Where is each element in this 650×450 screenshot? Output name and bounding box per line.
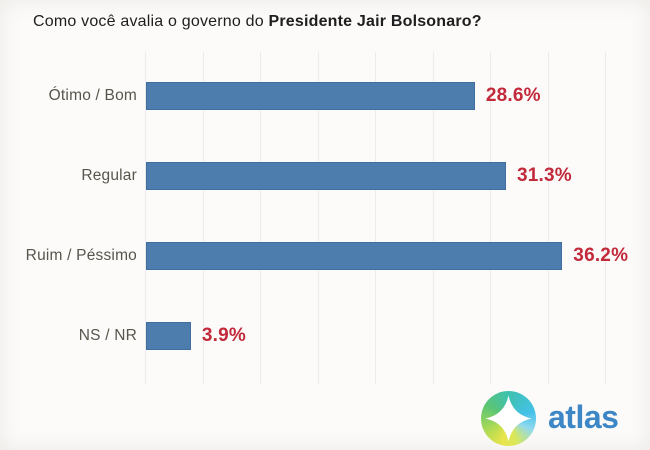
gridline <box>202 52 204 384</box>
category-label-ruim-pessimo: Ruim / Péssimo <box>25 247 137 264</box>
gridline <box>490 52 491 384</box>
atlas-logo-text: atlas <box>548 399 619 435</box>
gridline <box>432 52 434 384</box>
bar-otimo-bom <box>146 82 475 110</box>
chart-title-prefix: Como você avalia o governo do <box>33 13 269 30</box>
bar-ns-nr <box>146 322 191 350</box>
value-label-otimo-bom: 28.6% <box>485 85 541 106</box>
gridline <box>605 52 606 384</box>
value-label-regular: 31.3% <box>516 165 572 186</box>
value-label-ruim-pessimo: 36.2% <box>573 245 629 266</box>
gridline <box>260 52 261 384</box>
category-label-regular: Regular <box>81 167 137 184</box>
atlas-logo-mark <box>481 391 536 446</box>
gridline <box>375 52 376 384</box>
value-label-ns-nr: 3.9% <box>201 325 246 346</box>
category-label-otimo-bom: Ótimo / Bom <box>48 87 137 104</box>
bar-ruim-pessimo <box>146 242 563 270</box>
gridline <box>547 52 549 384</box>
chart-title: Como você avalia o governo do Presidente… <box>33 13 482 31</box>
bar-regular <box>146 162 506 190</box>
gridline <box>145 52 146 384</box>
plot-area <box>145 52 606 384</box>
gridline <box>317 52 319 384</box>
compass-star-icon <box>485 395 532 442</box>
category-label-ns-nr: NS / NR <box>78 327 137 344</box>
atlas-logo: atlas <box>481 391 631 446</box>
chart-title-emphasis: Presidente Jair Bolsonaro? <box>268 13 482 30</box>
